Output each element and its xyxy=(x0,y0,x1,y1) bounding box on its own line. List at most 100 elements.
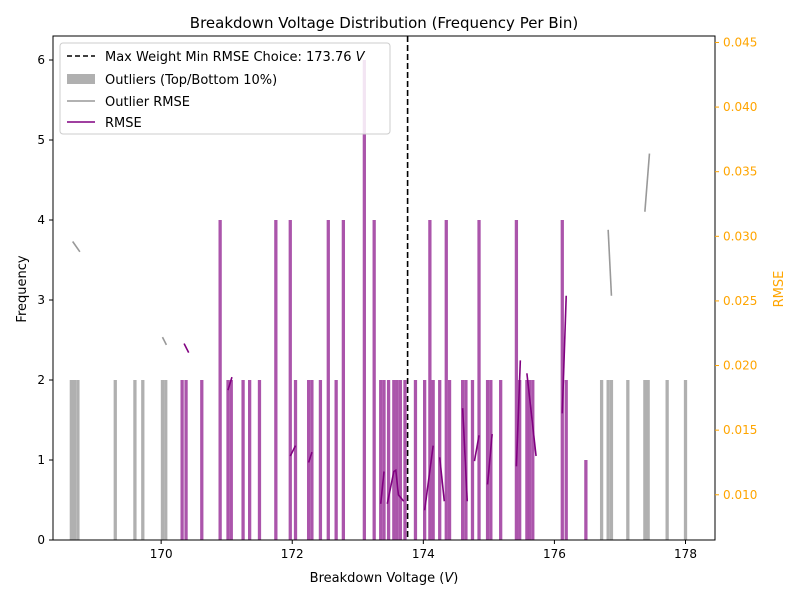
rmse-line xyxy=(438,457,446,502)
bar xyxy=(382,380,386,540)
outlier-bar xyxy=(683,380,688,540)
rmse-line xyxy=(526,373,537,457)
rmse-line xyxy=(307,451,313,463)
legend-frame xyxy=(59,42,391,135)
outlier-rmse-line xyxy=(161,336,168,346)
rmse-line xyxy=(423,445,434,511)
outlier-bar xyxy=(609,380,614,540)
rmse-line xyxy=(461,408,469,502)
bar xyxy=(461,380,465,540)
outlier-bar xyxy=(665,380,669,540)
bar xyxy=(398,380,403,540)
outlier-bar xyxy=(69,380,73,540)
bar xyxy=(310,380,314,540)
bar xyxy=(485,380,490,540)
bar xyxy=(318,380,323,540)
bar xyxy=(447,380,452,540)
bar xyxy=(431,380,435,540)
bar xyxy=(293,380,298,540)
rmse-line xyxy=(561,295,568,414)
chart-title: Breakdown Voltage Distribution (Frequenc… xyxy=(190,14,578,32)
bar xyxy=(326,220,330,540)
bar xyxy=(379,380,383,540)
y-axis-label: Frequency xyxy=(15,255,30,322)
legend: Max Weight Min RMSE Choice: 173.76 V Out… xyxy=(59,42,391,135)
bar xyxy=(499,380,503,540)
y2-tick-label: 0.015 xyxy=(723,423,757,437)
bar xyxy=(525,380,529,540)
x-axis-label: Breakdown Voltage (V) xyxy=(310,571,459,586)
outlier-rmse-line xyxy=(644,153,651,212)
outlier-bar xyxy=(606,380,610,540)
bar xyxy=(288,220,292,540)
bar xyxy=(531,380,535,540)
bar xyxy=(470,380,475,540)
outlier-bar xyxy=(141,380,145,540)
bar xyxy=(584,460,588,540)
outlier-rmse-line xyxy=(607,229,613,296)
bar xyxy=(564,380,568,540)
outlier-bar xyxy=(599,380,604,540)
rmse-line xyxy=(379,471,385,504)
bar xyxy=(341,220,345,540)
outlier-bar xyxy=(160,380,165,540)
rmse-line xyxy=(486,433,493,485)
bar xyxy=(518,380,522,540)
rmse-line xyxy=(515,360,522,467)
bar xyxy=(229,380,233,540)
bar xyxy=(403,380,407,540)
bar xyxy=(180,380,184,540)
rmse-line xyxy=(227,376,233,391)
outlier-bars xyxy=(69,380,688,540)
bar xyxy=(514,220,519,540)
y2-tick-label: 0.035 xyxy=(723,165,757,179)
outlier-rmse-line xyxy=(72,241,81,253)
outlier-bar xyxy=(133,380,137,540)
plot-frame xyxy=(52,35,716,541)
outlier-bar xyxy=(113,380,117,540)
y2-tick-label: 0.040 xyxy=(723,100,757,114)
bar xyxy=(395,380,399,540)
bar xyxy=(218,220,222,540)
y2-tick-label: 0.020 xyxy=(723,359,757,373)
outlier-bar xyxy=(76,380,80,540)
y2-axis: 0.010 0.015 0.020 0.025 0.030 0.035 0.040 0.045 xyxy=(715,35,757,502)
y2-tick-label: 0.045 xyxy=(723,35,757,49)
bar xyxy=(362,60,366,540)
x-tick-label: 178 xyxy=(674,547,697,561)
bar xyxy=(274,220,278,540)
rmse-line xyxy=(386,468,405,504)
y-tick-label: 1 xyxy=(37,453,45,467)
bar xyxy=(386,380,391,540)
legend-vline-label: Max Weight Min RMSE Choice: 173.76 V xyxy=(105,50,366,65)
y2-tick-label: 0.030 xyxy=(723,229,757,243)
rmse-line xyxy=(289,445,297,457)
outlier-bar xyxy=(643,380,647,540)
rmse-line xyxy=(183,343,190,353)
bar xyxy=(527,380,532,540)
bar xyxy=(241,380,245,540)
rmse-lines xyxy=(72,153,651,511)
y-axis: 0 1 2 3 4 5 6 xyxy=(37,53,53,547)
bar xyxy=(200,380,204,540)
bar xyxy=(413,380,418,540)
outlier-bar xyxy=(72,380,77,540)
outlier-bar xyxy=(626,380,630,540)
bar xyxy=(477,220,481,540)
rmse-line xyxy=(473,435,480,462)
y-tick-label: 4 xyxy=(37,213,45,227)
bar xyxy=(560,220,564,540)
bar xyxy=(489,380,493,540)
x-tick-label: 174 xyxy=(412,547,435,561)
y-tick-label: 5 xyxy=(37,133,45,147)
y2-tick-label: 0.025 xyxy=(723,294,757,308)
legend-rmse-label: RMSE xyxy=(105,116,142,131)
bar xyxy=(428,220,432,540)
bar xyxy=(226,380,230,540)
legend-outlier-rmse-label: Outlier RMSE xyxy=(105,95,190,110)
y2-axis-label: RMSE xyxy=(772,271,787,308)
bar xyxy=(184,380,188,540)
x-tick-label: 176 xyxy=(543,547,566,561)
x-axis: 170 172 174 176 178 xyxy=(150,540,697,561)
